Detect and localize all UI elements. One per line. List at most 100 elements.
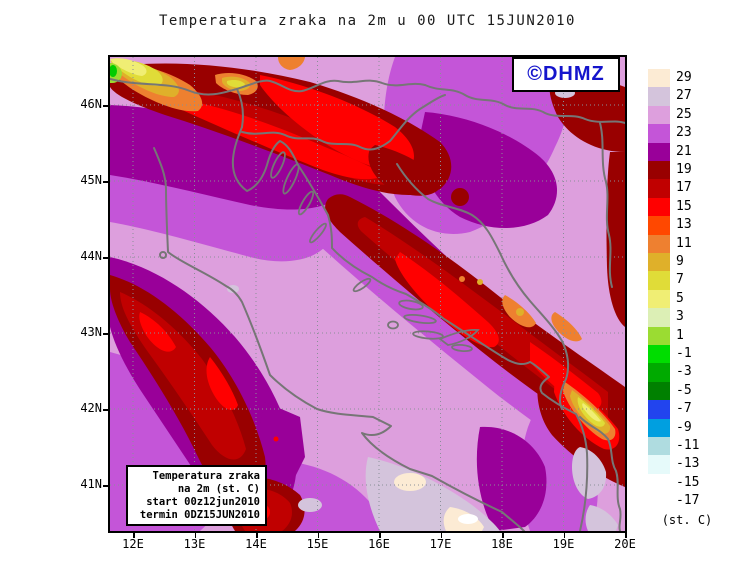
colorbar-swatch [648, 87, 670, 107]
lon-label-13E: 13E [183, 537, 206, 551]
colorbar-tick-3: 3 [676, 309, 684, 325]
colorbar-swatch [648, 124, 670, 143]
colorbar-swatch [648, 197, 670, 217]
colorbar-swatch [648, 345, 670, 364]
info-line-2: na 2m (st. C) [177, 482, 260, 495]
lon-tick [133, 533, 135, 538]
colorbar-swatch [648, 418, 670, 438]
temperature-fill-regions [110, 57, 625, 531]
lat-label-46N: 46N [80, 97, 102, 111]
lat-tick [103, 333, 108, 335]
lat-label-43N: 43N [80, 325, 102, 339]
colorbar-tick--9: -9 [676, 419, 692, 435]
colorbar-swatch [648, 326, 670, 346]
colorbar-tick-1: 1 [676, 327, 684, 343]
info-line-1: Temperatura zraka [152, 469, 260, 482]
colorbar-swatch [648, 400, 670, 419]
colorbar-swatch [648, 437, 670, 456]
colorbar-tick-13: 13 [676, 217, 692, 233]
lon-tick [317, 533, 319, 538]
coastlines-borders [110, 78, 625, 531]
lat-label-45N: 45N [80, 173, 102, 187]
lon-label-20E: 20E [614, 537, 636, 551]
colorbar-tick--5: -5 [676, 382, 692, 398]
croatia-bosnia-border [396, 163, 570, 410]
lat-label-41N: 41N [80, 477, 102, 491]
colorbar-swatch [648, 363, 670, 383]
colorbar-tick-25: 25 [676, 106, 692, 122]
info-line-3: start 00z12jun2010 [146, 495, 260, 508]
colorbar-swatch [648, 289, 670, 309]
colorbar-tick--13: -13 [676, 456, 700, 472]
slovenia-croatia-border [241, 94, 446, 151]
map-canvas [108, 55, 627, 533]
dhmz-logo-text: ©DHMZ [527, 63, 605, 85]
lat-label-42N: 42N [80, 401, 102, 415]
coastal-lagoon [159, 251, 167, 259]
lon-label-19E: 19E [552, 537, 575, 551]
italy-slovenia-border [236, 88, 244, 128]
eastern-border [599, 122, 613, 288]
colorbar-tick--17: -17 [676, 493, 700, 509]
colorbar-tick-15: 15 [676, 198, 692, 214]
colorbar-tick--15: -15 [676, 474, 700, 490]
lon-label-14E: 14E [245, 537, 267, 551]
lon-label-16E: 16E [368, 537, 390, 551]
lon-tick [502, 533, 504, 538]
colorbar-tick-7: 7 [676, 272, 684, 288]
colorbar-swatch [648, 473, 670, 493]
colorbar-tick--11: -11 [676, 438, 700, 453]
lon-tick [563, 533, 565, 538]
lon-label-18E: 18E [491, 537, 513, 551]
colorbar-swatch [648, 69, 670, 88]
lon-tick [256, 533, 258, 538]
colorbar-tick-19: 19 [676, 162, 692, 177]
lat-tick [103, 409, 108, 411]
croatia-hungary-border [424, 84, 625, 124]
colorbar-swatch [648, 142, 670, 162]
lon-label-12E: 12E [122, 537, 144, 551]
lon-tick [194, 533, 196, 538]
lat-tick [103, 257, 108, 259]
colorbar-swatch [648, 234, 670, 254]
lon-label-15E: 15E [306, 537, 329, 551]
lat-label-44N: 44N [80, 249, 102, 263]
colorbar-unit: (st. C) [661, 513, 713, 527]
colorbar-tick-29: 29 [676, 70, 692, 85]
colorbar-tick-5: 5 [676, 290, 684, 306]
colorbar-swatch [648, 455, 670, 475]
dhmz-watermark: ©DHMZ [512, 57, 620, 92]
croatia-coastline [231, 126, 589, 531]
colorbar-tick--7: -7 [676, 401, 692, 417]
colorbar-tick--3: -3 [676, 364, 692, 380]
italy-coastline [153, 147, 525, 531]
lat-tick [103, 105, 108, 107]
colorbar-swatch [648, 271, 670, 291]
alpine-borders [110, 78, 426, 96]
lat-tick [103, 181, 108, 183]
colorbar-swatch [648, 381, 670, 401]
colorbar-tick-21: 21 [676, 143, 692, 159]
colorbar-swatch [648, 179, 670, 199]
colorbar-tick-27: 27 [676, 88, 692, 104]
colorbar-swatch [648, 216, 670, 235]
info-line-4: termin 0DZ15JUN2010 [139, 508, 260, 521]
colorbar-tick-23: 23 [676, 125, 692, 141]
colorbar-tick-17: 17 [676, 180, 692, 196]
lon-tick [625, 533, 627, 538]
colorbar-tick-11: 11 [676, 235, 692, 251]
adriatic-islands [270, 151, 480, 353]
page-title: Temperatura zraka na 2m u 00 UTC 15JUN20… [158, 13, 576, 29]
temperature-map [110, 57, 625, 531]
colorbar-swatch [648, 105, 670, 125]
colorbar-tick-9: 9 [676, 254, 684, 269]
lon-tick [379, 533, 381, 538]
colorbar-tick--1: -1 [676, 346, 692, 361]
colorbar-swatch [648, 253, 670, 272]
lat-tick [103, 485, 108, 487]
colorbar-swatch [648, 308, 670, 327]
colorbar-swatch [648, 161, 670, 180]
info-box: Temperatura zraka na 2m (st. C) start 00… [126, 465, 267, 526]
lon-label-17E: 17E [429, 537, 452, 551]
